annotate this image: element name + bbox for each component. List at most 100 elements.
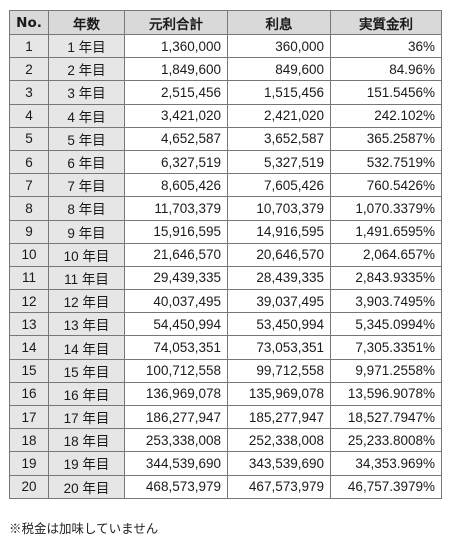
cell-effective-rate: 1,491.6595% [330,219,442,244]
header-years: 年数 [48,10,125,35]
cell-total: 100,712,558 [124,358,228,383]
table-row: 14 14 年目 74,053,351 73,053,351 7,305.3351% [9,335,442,360]
cell-effective-rate: 2,843.9335% [330,265,442,291]
cell-year: 16 年目 [48,381,125,407]
table-row: 15 15 年目 100,712,558 99,712,558 9,971.2558% [9,358,442,383]
cell-year: 4 年目 [48,103,125,128]
cell-year: 14 年目 [48,335,125,360]
cell-total: 11,703,379 [124,196,228,221]
cell-total: 21,646,570 [124,242,228,267]
cell-total: 186,277,947 [124,404,228,430]
tax-note: ※税金は加味していません [9,521,159,536]
cell-total: 1,360,000 [124,33,228,59]
cell-effective-rate: 151.5456% [330,80,442,105]
cell-interest: 14,916,595 [227,219,331,244]
cell-year: 6 年目 [48,149,125,175]
cell-interest: 5,327,519 [227,149,331,175]
cell-effective-rate: 25,233.8008% [330,428,442,453]
cell-no: 9 [9,219,49,244]
cell-total: 3,421,020 [124,103,228,128]
table-row: 10 10 年目 21,646,570 20,646,570 2,064.657% [9,242,442,267]
cell-total: 15,916,595 [124,219,228,244]
table-row: 19 19 年目 344,539,690 343,539,690 34,353.969% [9,451,442,476]
cell-year: 18 年目 [48,428,125,453]
cell-effective-rate: 34,353.969% [330,451,442,476]
cell-interest: 73,053,351 [227,335,331,360]
cell-total: 136,969,078 [124,381,228,407]
cell-no: 1 [9,33,49,59]
cell-no: 10 [9,242,49,267]
cell-year: 2 年目 [48,57,125,82]
cell-total: 6,327,519 [124,149,228,175]
cell-interest: 99,712,558 [227,358,331,383]
cell-total: 253,338,008 [124,428,228,453]
cell-no: 8 [9,196,49,221]
header-no: No. [9,10,49,35]
cell-year: 15 年目 [48,358,125,383]
cell-total: 29,439,335 [124,265,228,291]
table-header-row: No. 年数 元利合計 利息 実質金利 [9,10,442,35]
cell-effective-rate: 760.5426% [330,173,442,198]
cell-total: 40,037,495 [124,289,228,314]
cell-interest: 252,338,008 [227,428,331,453]
cell-total: 468,573,979 [124,474,228,499]
cell-year: 10 年目 [48,242,125,267]
cell-effective-rate: 7,305.3351% [330,335,442,360]
cell-interest: 343,539,690 [227,451,331,476]
cell-interest: 849,600 [227,57,331,82]
header-interest: 利息 [227,10,331,35]
cell-no: 15 [9,358,49,383]
cell-year: 20 年目 [48,474,125,499]
table-row: 11 11 年目 29,439,335 28,439,335 2,843.9335% [9,265,442,291]
cell-no: 2 [9,57,49,82]
cell-year: 17 年目 [48,404,125,430]
cell-interest: 360,000 [227,33,331,59]
cell-interest: 185,277,947 [227,404,331,430]
table-row: 20 20 年目 468,573,979 467,573,979 46,757.3979… [9,474,442,499]
cell-year: 9 年目 [48,219,125,244]
cell-interest: 53,450,994 [227,312,331,337]
cell-year: 5 年目 [48,126,125,151]
cell-year: 7 年目 [48,173,125,198]
cell-no: 13 [9,312,49,337]
cell-effective-rate: 9,971.2558% [330,358,442,383]
cell-no: 12 [9,289,49,314]
cell-no: 11 [9,265,49,291]
cell-total: 1,849,600 [124,57,228,82]
cell-interest: 467,573,979 [227,474,331,499]
cell-total: 8,605,426 [124,173,228,198]
cell-no: 7 [9,173,49,198]
cell-no: 5 [9,126,49,151]
cell-interest: 3,652,587 [227,126,331,151]
cell-no: 4 [9,103,49,128]
cell-no: 16 [9,381,49,407]
cell-year: 19 年目 [48,451,125,476]
header-effective-rate: 実質金利 [330,10,442,35]
cell-no: 19 [9,451,49,476]
header-total: 元利合計 [124,10,228,35]
cell-effective-rate: 365.2587% [330,126,442,151]
cell-interest: 1,515,456 [227,80,331,105]
cell-no: 3 [9,80,49,105]
cell-year: 13 年目 [48,312,125,337]
cell-effective-rate: 13,596.9078% [330,381,442,407]
cell-no: 6 [9,149,49,175]
cell-interest: 135,969,078 [227,381,331,407]
cell-no: 14 [9,335,49,360]
cell-total: 54,450,994 [124,312,228,337]
cell-effective-rate: 46,757.3979% [330,474,442,499]
cell-effective-rate: 5,345.0994% [330,312,442,337]
cell-effective-rate: 36% [330,33,442,59]
cell-interest: 28,439,335 [227,265,331,291]
cell-no: 18 [9,428,49,453]
cell-total: 74,053,351 [124,335,228,360]
